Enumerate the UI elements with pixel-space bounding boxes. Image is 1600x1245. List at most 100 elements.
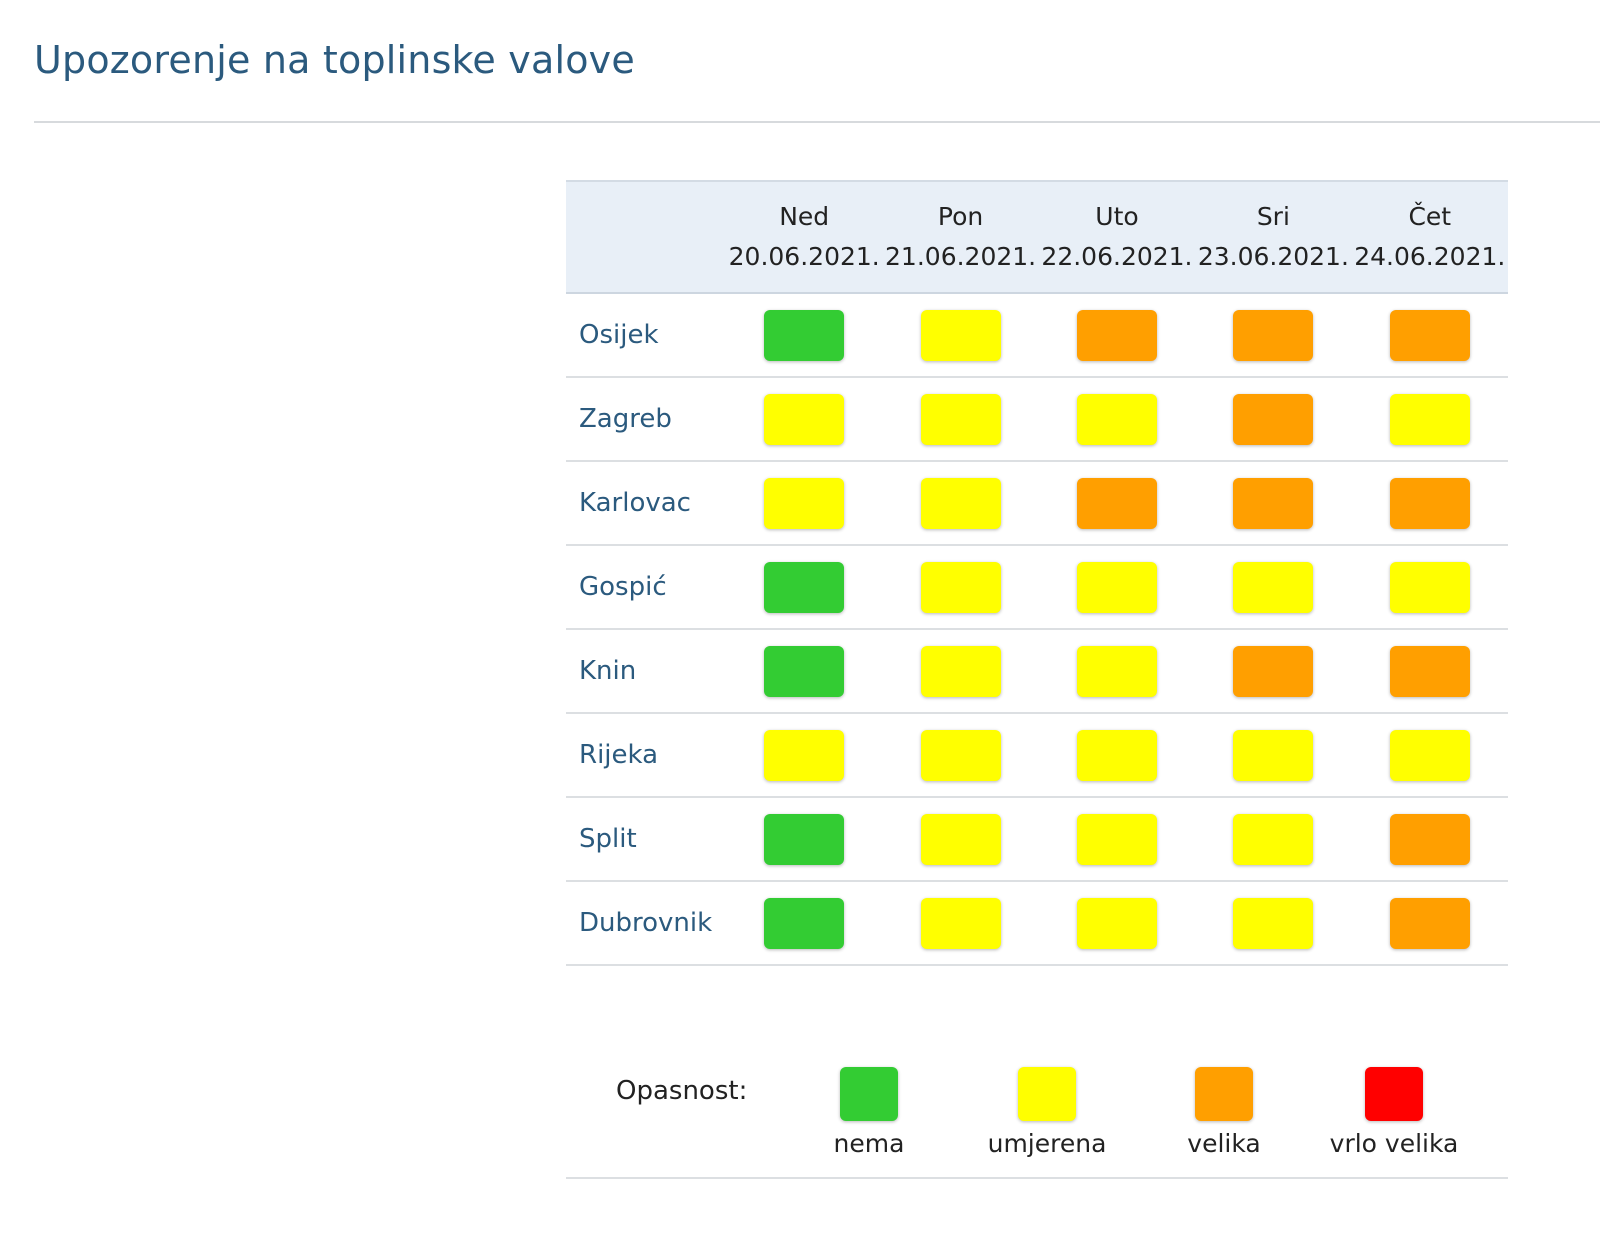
day-name: Ned xyxy=(779,202,830,231)
table-row: Knin xyxy=(566,629,1508,714)
warning-level-swatch xyxy=(764,897,845,949)
legend-item-velika: velika xyxy=(1134,1067,1314,1158)
title-divider xyxy=(34,121,1600,123)
warning-level-swatch xyxy=(1233,813,1314,865)
heatwave-warning-table: Ned 20.06.2021. Pon 21.06.2021. Uto 22.0… xyxy=(566,180,1508,966)
warning-cell xyxy=(882,461,1039,546)
warning-level-swatch xyxy=(1076,309,1157,361)
warning-level-swatch xyxy=(920,477,1001,529)
legend-label: Opasnost: xyxy=(616,1076,748,1106)
legend-swatch xyxy=(1018,1067,1076,1121)
day-header: Čet 24.06.2021. xyxy=(1351,180,1508,294)
table-row: Karlovac xyxy=(566,461,1508,546)
warning-cell xyxy=(882,881,1039,966)
day-date: 22.06.2021. xyxy=(1041,242,1193,271)
warning-level-swatch xyxy=(920,897,1001,949)
day-header: Uto 22.06.2021. xyxy=(1038,180,1196,294)
warning-cell xyxy=(1038,377,1196,462)
warning-level-swatch xyxy=(1076,645,1157,697)
warning-level-swatch xyxy=(1389,729,1470,781)
day-name: Uto xyxy=(1095,202,1139,231)
warning-cell xyxy=(1038,461,1196,546)
warning-level-swatch xyxy=(764,729,845,781)
warning-level-swatch xyxy=(1389,393,1470,445)
warning-cell xyxy=(882,377,1039,462)
warning-level-swatch xyxy=(764,561,845,613)
warning-level-swatch xyxy=(920,393,1001,445)
warning-level-swatch xyxy=(1389,477,1470,529)
warning-cell xyxy=(1351,377,1508,462)
day-header: Sri 23.06.2021. xyxy=(1195,180,1352,294)
legend-item-vrlo-velika: vrlo velika xyxy=(1304,1067,1484,1158)
warning-level-swatch xyxy=(1389,561,1470,613)
warning-cell xyxy=(726,545,883,630)
day-date: 23.06.2021. xyxy=(1197,242,1349,271)
warning-level-swatch xyxy=(764,477,845,529)
warning-level-swatch xyxy=(1076,897,1157,949)
legend-item-nema: nema xyxy=(779,1067,959,1158)
page-title: Upozorenje na toplinske valove xyxy=(34,38,635,82)
city-name: Dubrovnik xyxy=(566,881,726,966)
city-name: Split xyxy=(566,797,726,882)
warning-level-swatch xyxy=(1233,729,1314,781)
warning-cell xyxy=(1195,461,1352,546)
day-header: Ned 20.06.2021. xyxy=(726,180,883,294)
warning-cell xyxy=(1195,881,1352,966)
day-name: Čet xyxy=(1408,202,1452,231)
table-row: Split xyxy=(566,797,1508,882)
city-name: Gospić xyxy=(566,545,726,630)
warning-level-swatch xyxy=(1076,477,1157,529)
warning-level-swatch xyxy=(920,645,1001,697)
warning-level-swatch xyxy=(1076,813,1157,865)
warning-level-swatch xyxy=(1233,393,1314,445)
legend-item-label: velika xyxy=(1187,1129,1261,1158)
warning-level-swatch xyxy=(1389,813,1470,865)
table-row: Gospić xyxy=(566,545,1508,630)
day-name: Sri xyxy=(1256,202,1290,231)
warning-level-swatch xyxy=(1233,477,1314,529)
warning-cell xyxy=(882,797,1039,882)
table-row: Osijek xyxy=(566,293,1508,378)
warning-level-swatch xyxy=(764,645,845,697)
warning-cell xyxy=(726,629,883,714)
warning-cell xyxy=(1038,881,1196,966)
warning-cell xyxy=(726,881,883,966)
city-name: Rijeka xyxy=(566,713,726,798)
warning-cell xyxy=(882,545,1039,630)
legend-swatch xyxy=(1195,1067,1253,1121)
table-row: Zagreb xyxy=(566,377,1508,462)
table-body: Osijek Zagreb Karlovac Gospić Knin Rijeka Spli… xyxy=(566,293,1508,966)
table-row: Dubrovnik xyxy=(566,881,1508,966)
warning-level-swatch xyxy=(1389,897,1470,949)
city-name: Knin xyxy=(566,629,726,714)
warning-cell xyxy=(726,797,883,882)
table-header-row: Ned 20.06.2021. Pon 21.06.2021. Uto 22.0… xyxy=(566,180,1508,294)
warning-level-swatch xyxy=(1233,897,1314,949)
legend-swatch xyxy=(1365,1067,1423,1121)
day-header: Pon 21.06.2021. xyxy=(882,180,1039,294)
warning-cell xyxy=(1195,293,1352,378)
warning-cell xyxy=(1038,713,1196,798)
warning-cell xyxy=(882,293,1039,378)
city-name: Osijek xyxy=(566,293,726,378)
warning-cell xyxy=(1351,545,1508,630)
legend-item-label: umjerena xyxy=(987,1129,1107,1158)
warning-cell xyxy=(1195,797,1352,882)
day-date: 21.06.2021. xyxy=(885,242,1037,271)
warning-level-swatch xyxy=(1233,561,1314,613)
warning-cell xyxy=(1195,545,1352,630)
warning-cell xyxy=(1038,797,1196,882)
warning-level-swatch xyxy=(1233,645,1314,697)
legend-item-umjerena: umjerena xyxy=(957,1067,1137,1158)
warning-cell xyxy=(1195,377,1352,462)
warning-cell xyxy=(882,713,1039,798)
day-name: Pon xyxy=(937,202,984,231)
day-date: 24.06.2021. xyxy=(1354,242,1506,271)
warning-cell xyxy=(1195,713,1352,798)
warning-cell xyxy=(1351,881,1508,966)
warning-level-swatch xyxy=(764,393,845,445)
table-row: Rijeka xyxy=(566,713,1508,798)
warning-cell xyxy=(1351,713,1508,798)
warning-level-swatch xyxy=(1076,561,1157,613)
warning-cell xyxy=(726,293,883,378)
